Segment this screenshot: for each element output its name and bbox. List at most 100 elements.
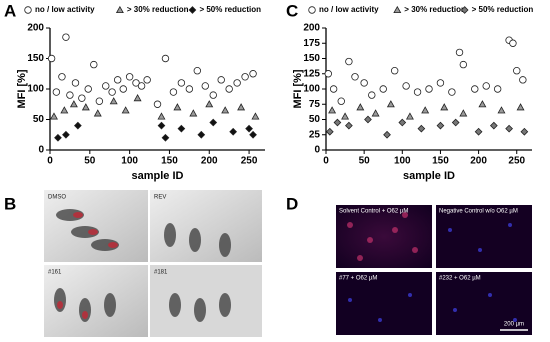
- photo: [336, 205, 432, 268]
- panel-label: B: [4, 194, 16, 213]
- point: [58, 73, 66, 81]
- x-tick-label: 50: [359, 156, 371, 167]
- point: [221, 106, 230, 114]
- y-tick-label: 100: [27, 84, 44, 95]
- y-tick-label: 175: [303, 38, 320, 49]
- point: [241, 73, 249, 81]
- y-tick-label: 200: [27, 23, 44, 34]
- photo: [436, 272, 532, 335]
- point: [471, 85, 479, 93]
- panel-label: C: [286, 1, 298, 20]
- point: [497, 106, 506, 114]
- point: [84, 85, 92, 93]
- point: [249, 70, 257, 78]
- point: [513, 66, 521, 75]
- point: [109, 97, 118, 105]
- x-axis-label: sample ID: [132, 170, 184, 182]
- point: [345, 121, 353, 130]
- point: [325, 127, 334, 136]
- photo: [150, 265, 262, 337]
- photo-label: #232 + O62 µM: [439, 276, 481, 282]
- point: [440, 103, 449, 111]
- point: [493, 85, 502, 93]
- point: [390, 66, 399, 75]
- point: [251, 112, 260, 120]
- point: [245, 124, 253, 133]
- point: [193, 66, 202, 75]
- point: [189, 109, 198, 117]
- y-tick-label: 125: [303, 68, 320, 79]
- point: [459, 60, 468, 69]
- point: [383, 130, 391, 139]
- y-tick-label: 0: [38, 145, 44, 156]
- point: [161, 133, 170, 142]
- x-tick-label: 150: [432, 156, 449, 167]
- point: [398, 118, 407, 127]
- y-axis-label: MFI [%]: [16, 69, 28, 108]
- point: [209, 91, 217, 99]
- x-tick-label: 0: [47, 156, 53, 167]
- point: [93, 109, 102, 117]
- point: [341, 112, 350, 120]
- point: [119, 85, 127, 93]
- fish-shapes: [54, 209, 231, 322]
- point: [229, 127, 238, 136]
- point: [201, 82, 209, 90]
- x-tick-label: 100: [394, 156, 411, 167]
- point: [225, 85, 233, 93]
- point: [505, 124, 513, 133]
- point: [351, 73, 359, 81]
- y-tick-label: 100: [303, 84, 320, 95]
- point: [205, 100, 214, 108]
- point: [337, 97, 345, 105]
- photo-label: #181: [154, 270, 168, 276]
- point: [197, 130, 206, 139]
- y-tick-label: 50: [33, 114, 45, 125]
- point: [62, 33, 70, 41]
- point: [52, 88, 61, 96]
- x-tick-label: 100: [121, 156, 138, 167]
- point: [379, 85, 387, 93]
- point: [421, 106, 430, 114]
- point: [509, 39, 517, 47]
- point: [173, 103, 182, 111]
- x-tick-label: 0: [323, 156, 329, 167]
- y-tick-label: 0: [314, 145, 320, 156]
- legend-label: no / low activity: [35, 5, 95, 14]
- point: [217, 76, 225, 84]
- point: [169, 88, 178, 96]
- panel-label: D: [286, 194, 298, 213]
- point: [137, 82, 146, 90]
- y-axis-label: MFI [%]: [292, 69, 304, 108]
- point: [482, 82, 490, 90]
- point: [113, 76, 122, 84]
- point: [474, 127, 483, 136]
- point: [78, 94, 86, 102]
- point: [177, 79, 186, 87]
- x-tick-label: 50: [84, 156, 96, 167]
- point: [81, 103, 90, 111]
- point: [62, 130, 70, 139]
- x-tick-label: 250: [241, 156, 258, 167]
- point: [60, 106, 69, 114]
- legend-marker: [115, 5, 124, 14]
- legend-marker: [460, 6, 469, 14]
- point: [356, 103, 365, 111]
- point: [95, 97, 104, 105]
- point: [121, 106, 130, 114]
- point: [417, 124, 426, 133]
- legend-marker: [188, 6, 197, 14]
- point: [54, 133, 62, 142]
- legend-label: > 50% reduction: [199, 5, 261, 14]
- x-axis-label: sample ID: [403, 170, 455, 182]
- point: [209, 118, 218, 127]
- point: [66, 91, 74, 99]
- x-tick-label: 200: [201, 156, 218, 167]
- y-tick-label: 75: [309, 99, 321, 110]
- photo: [436, 205, 532, 268]
- photo-label: REV: [154, 195, 166, 201]
- point: [360, 79, 368, 87]
- point: [233, 79, 241, 87]
- x-tick-label: 200: [470, 156, 487, 167]
